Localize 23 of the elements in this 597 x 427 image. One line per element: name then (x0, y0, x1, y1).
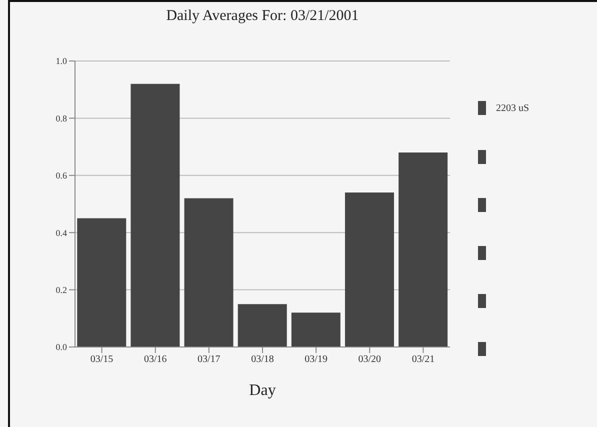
legend-label: 2203 uS (496, 102, 530, 114)
x-tick-label: 03/21 (412, 354, 435, 366)
y-tick-label: 0.8 (56, 113, 68, 124)
y-tick-label: 0.2 (56, 284, 67, 295)
chart-title: Daily Averages For: 03/21/2001 (165, 8, 360, 25)
bar (398, 152, 448, 347)
x-axis-title: Day (249, 382, 276, 399)
y-tick-label: 0.0 (56, 342, 68, 352)
bar (238, 304, 287, 347)
y-tick-label: 0.6 (56, 170, 68, 181)
x-tick-label: 03/18 (251, 354, 274, 366)
x-tick-label: 03/16 (144, 354, 167, 366)
bar (345, 192, 394, 347)
x-tick-label: 03/20 (358, 354, 382, 366)
bar (77, 218, 126, 347)
x-tick-label: 03/17 (198, 354, 220, 366)
bar (184, 198, 234, 347)
bar (130, 84, 180, 347)
y-tick-label: 1.0 (56, 56, 68, 66)
x-tick-label: 03/15 (90, 354, 114, 366)
bar (291, 312, 340, 347)
y-tick-label: 0.4 (56, 228, 68, 238)
x-tick-label: 03/19 (304, 354, 328, 366)
